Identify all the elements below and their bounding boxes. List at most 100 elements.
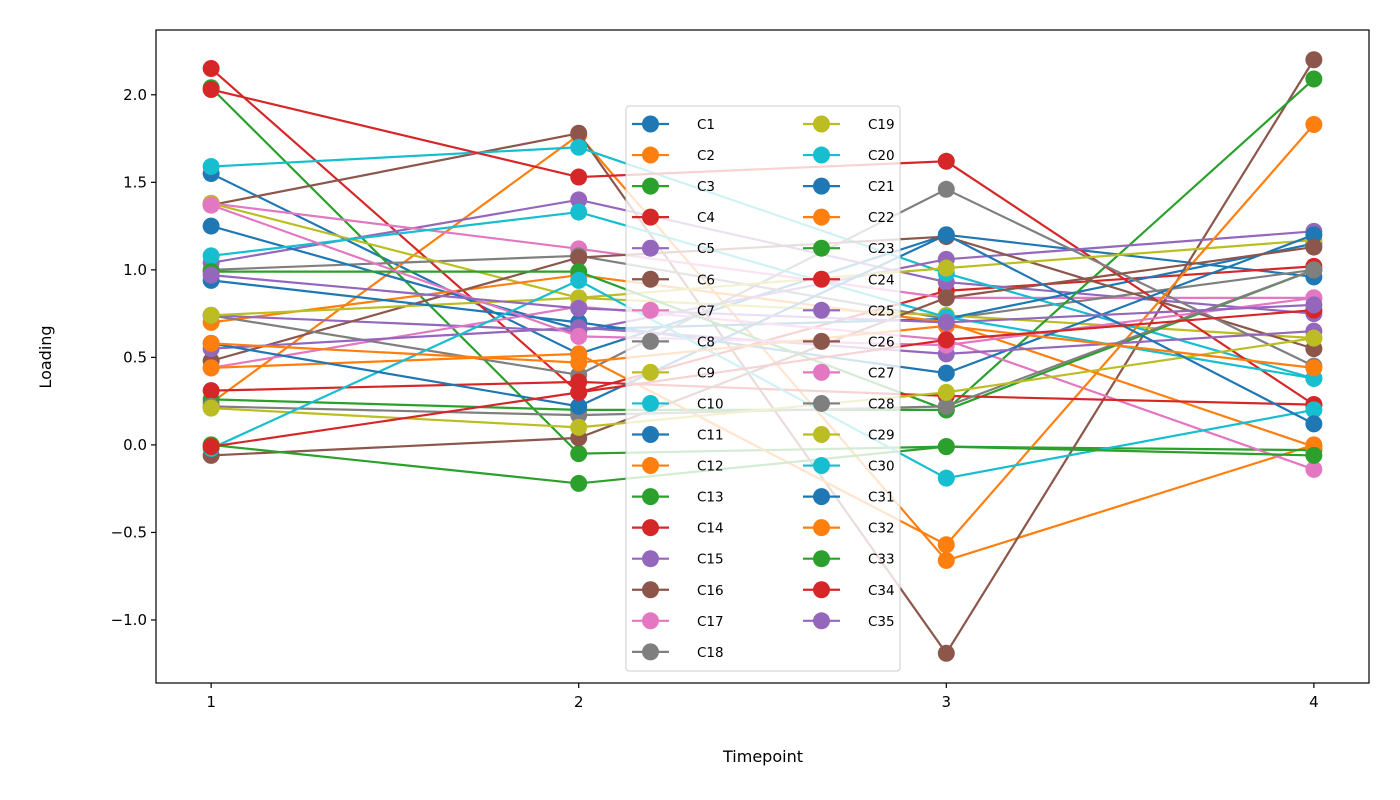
y-tick-label: 2.0 — [123, 86, 147, 104]
legend-label: C17 — [697, 614, 724, 630]
legend-entry-C1: C1 — [632, 115, 715, 133]
legend-marker-icon — [642, 208, 659, 226]
data-point-C32-t4 — [1305, 359, 1323, 377]
legend-entry-C15: C15 — [632, 550, 724, 568]
data-point-C14-t1 — [202, 81, 220, 99]
legend-entry-C26: C26 — [803, 332, 895, 350]
data-point-C17-t4 — [1305, 460, 1323, 478]
data-point-C20-t1 — [202, 247, 220, 265]
legend-entry-C5: C5 — [632, 239, 715, 257]
data-point-C35-t2 — [570, 299, 588, 317]
legend-entry-C8: C8 — [632, 332, 715, 350]
legend-entry-C24: C24 — [803, 270, 895, 288]
legend-label: C25 — [868, 303, 895, 319]
legend-label: C19 — [868, 117, 895, 133]
legend-entry-C28: C28 — [803, 394, 895, 412]
data-point-C22-t1 — [202, 359, 220, 377]
legend-marker-icon — [642, 612, 659, 630]
data-point-C28-t3 — [937, 397, 955, 415]
legend-entry-C14: C14 — [632, 519, 724, 537]
data-point-C6-t3 — [937, 644, 955, 662]
legend-entry-C12: C12 — [632, 457, 724, 475]
legend-label: C23 — [868, 241, 895, 257]
data-point-C32-t1 — [202, 334, 220, 352]
data-point-C10-t1 — [202, 158, 220, 176]
ticks-layer: 1 2 3 4 −1.0 −0.5 0.0 0.5 1.0 1.5 2.0 — [111, 86, 1319, 711]
data-point-C35-t4 — [1305, 296, 1323, 314]
legend-entry-C9: C9 — [632, 363, 715, 381]
legend-label: C14 — [697, 521, 724, 537]
y-axis-label: Loading — [36, 325, 55, 388]
data-point-C16-t2 — [570, 249, 588, 267]
legend-marker-icon — [642, 550, 659, 568]
legend-entry-C6: C6 — [632, 270, 715, 288]
legend-marker-icon — [642, 177, 659, 195]
legend-marker-icon — [642, 332, 659, 350]
data-point-C34-t3 — [937, 331, 955, 349]
data-point-C10-t2 — [570, 138, 588, 156]
data-point-C21-t4 — [1305, 226, 1323, 244]
legend-marker-icon — [642, 581, 659, 599]
legend-marker-icon — [642, 115, 659, 133]
legend-entry-C33: C33 — [803, 550, 895, 568]
legend-label: C5 — [697, 241, 715, 257]
legend-marker-icon — [642, 519, 659, 537]
legend-marker-icon — [813, 488, 830, 506]
legend-marker-icon — [813, 270, 830, 288]
legend-label: C12 — [697, 459, 724, 475]
legend-entry-C18: C18 — [632, 643, 724, 661]
legend-marker-icon — [642, 394, 659, 412]
y-tick-label: −1.0 — [111, 611, 147, 629]
data-point-C6-t2 — [570, 124, 588, 142]
legend-entry-C27: C27 — [803, 363, 895, 381]
legend-entry-C19: C19 — [803, 115, 895, 133]
legend-label: C3 — [697, 179, 715, 195]
legend-marker-icon — [642, 239, 659, 257]
legend-label: C20 — [868, 148, 895, 164]
data-point-C14-t2 — [570, 168, 588, 186]
legend-label: C32 — [868, 521, 895, 537]
legend-label: C6 — [697, 272, 715, 288]
legend-marker-icon — [813, 519, 830, 537]
data-point-C27-t1 — [202, 196, 220, 214]
data-point-C35-t3 — [937, 313, 955, 331]
legend-entry-C4: C4 — [632, 208, 715, 226]
data-point-C35-t1 — [202, 266, 220, 284]
legend-entry-C13: C13 — [632, 488, 724, 506]
legend-label: C11 — [697, 428, 724, 444]
legend-marker-icon — [813, 177, 830, 195]
legend-marker-icon — [813, 301, 830, 319]
data-point-C34-t2 — [570, 383, 588, 401]
legend-label: C28 — [868, 396, 895, 412]
legend-entry-C25: C25 — [803, 301, 895, 319]
legend-label: C16 — [697, 583, 724, 599]
y-tick-label: 0.0 — [123, 436, 147, 454]
legend-label: C31 — [868, 490, 895, 506]
data-point-C30-t4 — [1305, 401, 1323, 419]
legend-label: C24 — [868, 272, 895, 288]
x-tick-label: 3 — [942, 693, 952, 711]
plot-frame — [155, 29, 1370, 684]
legend-marker-icon — [642, 270, 659, 288]
data-point-C27-t2 — [570, 327, 588, 345]
data-point-C33-t4 — [1305, 446, 1323, 464]
data-point-C24-t1 — [202, 382, 220, 400]
data-point-C29-t1 — [202, 399, 220, 417]
legend-marker-icon — [813, 146, 830, 164]
legend-marker-icon — [813, 550, 830, 568]
legend-label: C34 — [868, 583, 895, 599]
legend-marker-icon — [642, 146, 659, 164]
legend-marker-icon — [813, 457, 830, 475]
data-point-C5-t2 — [570, 191, 588, 209]
data-point-C22-t3 — [937, 536, 955, 554]
legend-marker-icon — [813, 581, 830, 599]
data-point-C30-t2 — [570, 271, 588, 289]
data-point-C4-t1 — [202, 60, 220, 78]
legend-marker-icon — [813, 394, 830, 412]
data-point-C21-t3 — [937, 364, 955, 382]
data-point-C6-t4 — [1305, 51, 1323, 69]
legend-marker-icon — [813, 115, 830, 133]
legend-label: C9 — [697, 365, 715, 381]
legend-label: C10 — [697, 396, 724, 412]
